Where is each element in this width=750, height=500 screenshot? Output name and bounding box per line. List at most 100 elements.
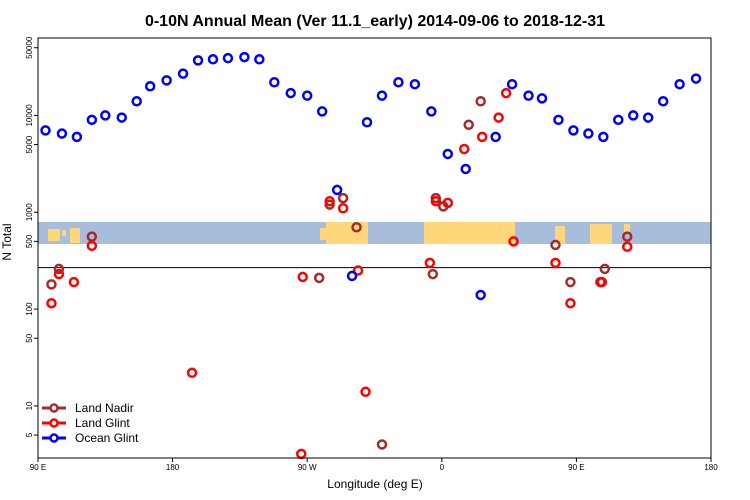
point-ocean-glint: [598, 131, 609, 143]
legend-label: Ocean Glint: [75, 431, 139, 445]
point-ocean-glint: [161, 75, 172, 86]
point-land-glint: [621, 241, 633, 253]
point-land-nadir: [599, 263, 611, 275]
point-land-nadir: [46, 279, 57, 290]
x-tick-label: 180: [166, 463, 180, 472]
point-ocean-glint: [222, 52, 234, 64]
point-ocean-glint: [331, 184, 343, 196]
map-land: [70, 228, 80, 243]
point-land-glint: [424, 257, 436, 269]
point-land-glint: [430, 195, 442, 207]
y-tick-label: 100: [25, 302, 34, 316]
point-land-glint: [500, 87, 512, 99]
point-ocean-glint: [642, 112, 654, 123]
chart-title: 0-10N Annual Mean (Ver 11.1_early) 2014-…: [145, 13, 605, 30]
x-tick-label: 90 W: [298, 463, 317, 472]
point-ocean-glint: [490, 131, 501, 143]
map-ocean: [38, 222, 711, 244]
point-ocean-glint: [301, 90, 313, 101]
point-land-nadir: [53, 263, 65, 275]
point-ocean-glint: [346, 270, 358, 282]
point-land-nadir: [463, 119, 474, 131]
map-land: [326, 222, 368, 244]
point-ocean-glint: [690, 73, 702, 84]
map-land: [624, 224, 630, 232]
y-tick-label: 10: [25, 401, 34, 410]
legend-marker: [49, 433, 59, 443]
y-tick-label: 500: [25, 234, 34, 248]
y-axis-label: N Total: [0, 223, 14, 260]
point-land-glint: [295, 448, 307, 460]
point-land-nadir: [337, 192, 349, 204]
point-land-glint: [337, 202, 349, 214]
map-land: [62, 230, 66, 236]
point-land-glint: [508, 236, 519, 247]
point-ocean-glint: [254, 54, 265, 65]
point-ocean-glint: [523, 90, 534, 101]
point-land-glint: [186, 367, 198, 379]
point-land-nadir: [565, 276, 576, 288]
point-land-nadir: [475, 96, 486, 107]
point-ocean-glint: [553, 114, 564, 126]
point-land-glint: [46, 297, 57, 309]
point-land-glint: [297, 271, 308, 283]
point-ocean-glint: [475, 289, 486, 301]
point-land-glint: [458, 143, 470, 155]
point-ocean-glint: [131, 96, 142, 107]
x-tick-label: 0: [440, 463, 445, 472]
point-ocean-glint: [56, 128, 68, 139]
point-ocean-glint: [192, 55, 204, 66]
point-ocean-glint: [177, 68, 189, 79]
y-tick-label: 10000: [25, 104, 34, 127]
y-tick-label: 50000: [25, 36, 34, 59]
point-ocean-glint: [316, 106, 328, 117]
map-land: [320, 228, 330, 240]
map-band: [38, 222, 711, 244]
point-ocean-glint: [506, 78, 518, 90]
axes: 90 E 180 90 W 0 90 E 180 5 10 50 100 500 1000 5000 10…: [25, 36, 718, 472]
point-ocean-glint: [536, 93, 548, 104]
point-land-glint: [476, 131, 488, 143]
point-ocean-glint: [144, 81, 156, 92]
point-ocean-glint: [239, 51, 250, 63]
y-tick-label: 5000: [25, 135, 34, 153]
point-land-glint: [360, 386, 371, 398]
x-tick-label: 180: [704, 463, 718, 472]
point-land-glint: [442, 197, 454, 209]
point-ocean-glint: [71, 131, 83, 143]
map-land: [424, 222, 515, 244]
point-land-glint: [550, 257, 561, 269]
point-ocean-glint: [409, 78, 421, 90]
point-land-nadir: [376, 439, 388, 450]
map-land: [48, 229, 60, 241]
point-land-nadir: [313, 272, 325, 284]
point-land-nadir: [351, 222, 362, 233]
point-land-glint: [86, 240, 98, 252]
legend-marker: [49, 403, 59, 413]
point-ocean-glint: [40, 125, 51, 136]
data-points: [40, 51, 702, 460]
point-ocean-glint: [627, 110, 639, 121]
point-land-glint: [596, 276, 608, 288]
point-ocean-glint: [100, 110, 111, 121]
point-ocean-glint: [376, 90, 388, 101]
y-tick-label: 50: [25, 333, 34, 342]
plot-frame: [37, 37, 712, 459]
x-tick-label: 90 E: [568, 463, 584, 472]
point-ocean-glint: [207, 54, 219, 65]
point-ocean-glint: [568, 125, 579, 136]
point-ocean-glint: [657, 96, 669, 107]
legend-label: Land Nadir: [75, 401, 134, 415]
point-land-nadir: [427, 268, 439, 280]
x-tick-label: 90 E: [30, 463, 46, 472]
point-ocean-glint: [583, 128, 594, 139]
point-land-glint: [565, 297, 576, 309]
point-ocean-glint: [442, 148, 454, 160]
point-ocean-glint: [426, 106, 437, 117]
legend-marker: [49, 418, 59, 428]
point-ocean-glint: [460, 163, 471, 175]
legend-label: Land Glint: [75, 416, 130, 430]
x-axis-label: Longitude (deg E): [327, 477, 422, 491]
